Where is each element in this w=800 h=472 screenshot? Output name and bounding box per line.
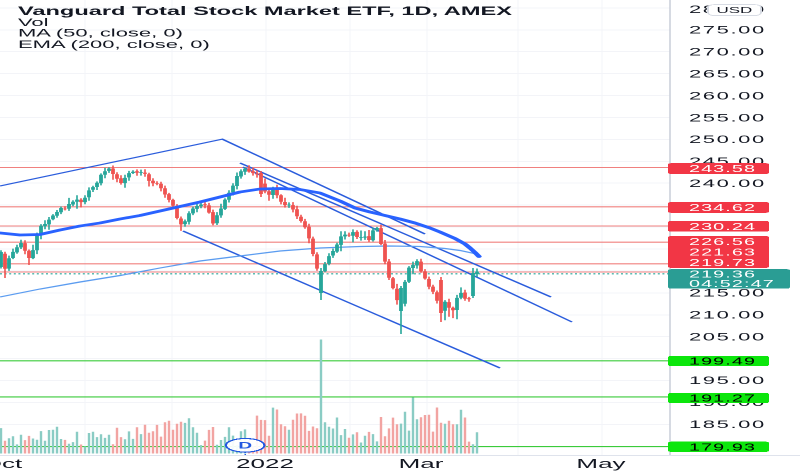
svg-text:219.36: 219.36 <box>689 269 756 280</box>
svg-text:255.00: 255.00 <box>689 111 766 124</box>
svg-text:210.00: 210.00 <box>689 308 766 321</box>
svg-text:EMA (200, close, 0): EMA (200, close, 0) <box>18 38 210 51</box>
svg-text:191.27: 191.27 <box>689 393 756 404</box>
svg-text:243.58: 243.58 <box>689 164 756 175</box>
svg-text:179.93: 179.93 <box>689 442 756 453</box>
svg-text:221.63: 221.63 <box>689 247 756 258</box>
svg-text:226.56: 226.56 <box>689 237 756 248</box>
svg-text:219.73: 219.73 <box>689 258 756 269</box>
svg-text:195.00: 195.00 <box>689 374 766 387</box>
svg-text:250.00: 250.00 <box>689 133 766 146</box>
svg-text:215.00: 215.00 <box>689 287 766 300</box>
svg-text:D: D <box>238 440 252 451</box>
svg-text:234.62: 234.62 <box>689 203 756 214</box>
svg-text:Vanguard Total Stock Market ET: Vanguard Total Stock Market ETF, 1D, AME… <box>18 4 513 17</box>
svg-text:199.49: 199.49 <box>689 356 756 367</box>
svg-text:May: May <box>576 457 626 472</box>
svg-text:MA (50, close, 0): MA (50, close, 0) <box>18 26 183 39</box>
svg-text:230.24: 230.24 <box>689 222 756 233</box>
svg-text:205.00: 205.00 <box>689 330 766 343</box>
svg-text:2022: 2022 <box>236 457 294 472</box>
svg-text:Vol: Vol <box>18 16 49 29</box>
svg-text:USD: USD <box>716 5 752 14</box>
svg-text:265.00: 265.00 <box>689 67 766 80</box>
svg-text:Mar: Mar <box>399 457 444 472</box>
svg-text:Oct: Oct <box>0 457 23 472</box>
svg-text:240.00: 240.00 <box>689 177 766 190</box>
svg-text:270.00: 270.00 <box>689 45 766 58</box>
svg-text:04:52:47: 04:52:47 <box>689 279 775 290</box>
svg-text:275.00: 275.00 <box>689 23 766 36</box>
svg-text:260.00: 260.00 <box>689 89 766 102</box>
svg-text:185.00: 185.00 <box>689 418 766 431</box>
